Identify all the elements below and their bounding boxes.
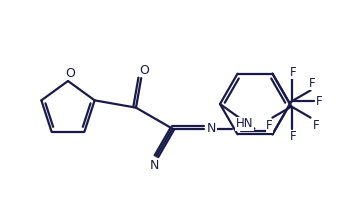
Text: O: O bbox=[139, 64, 149, 77]
Text: F: F bbox=[266, 119, 273, 132]
Text: F: F bbox=[316, 95, 323, 108]
Text: HN: HN bbox=[236, 117, 253, 130]
Text: O: O bbox=[65, 67, 75, 80]
Text: F: F bbox=[290, 66, 297, 79]
Text: F: F bbox=[313, 119, 320, 132]
Text: F: F bbox=[309, 77, 316, 90]
Text: N: N bbox=[150, 159, 159, 172]
Text: F: F bbox=[290, 130, 297, 143]
Text: N: N bbox=[207, 122, 216, 135]
